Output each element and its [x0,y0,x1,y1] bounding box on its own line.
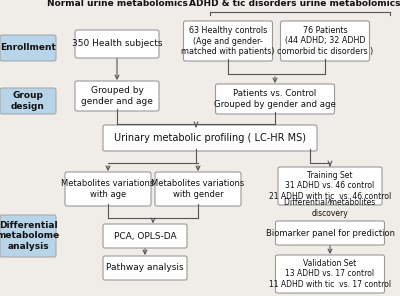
Text: Enrollment: Enrollment [0,44,56,52]
Text: 350 Health subjects: 350 Health subjects [72,39,162,49]
Text: Pathway analysis: Pathway analysis [106,263,184,273]
FancyBboxPatch shape [103,125,317,151]
Text: Metabolites variations
with gender: Metabolites variations with gender [151,179,245,199]
Text: Differential metabolites
discovery: Differential metabolites discovery [284,198,376,218]
FancyBboxPatch shape [75,30,159,58]
FancyBboxPatch shape [0,88,56,114]
Text: 63 Healthy controls
(Age and gender-
matched with patients): 63 Healthy controls (Age and gender- mat… [181,26,275,56]
Text: PCA, OPLS-DA: PCA, OPLS-DA [114,231,176,240]
Text: Validation Set
13 ADHD vs. 17 control
11 ADHD with tic  vs. 17 control: Validation Set 13 ADHD vs. 17 control 11… [269,259,391,289]
FancyBboxPatch shape [184,21,272,61]
Text: Group
design: Group design [11,91,45,111]
Text: ADHD & tic disorders urine metabolomics: ADHD & tic disorders urine metabolomics [189,0,400,8]
Text: Biomarker panel for prediction: Biomarker panel for prediction [266,229,394,237]
FancyBboxPatch shape [65,172,151,206]
Text: 76 Patients
(44 ADHD; 32 ADHD
comorbid tic disorders ): 76 Patients (44 ADHD; 32 ADHD comorbid t… [277,26,373,56]
Text: Training Set
31 ADHD vs. 46 control
21 ADHD with tic  vs. 46 control: Training Set 31 ADHD vs. 46 control 21 A… [269,171,391,201]
FancyBboxPatch shape [0,35,56,61]
Text: Urinary metabolic profiling ( LC-HR MS): Urinary metabolic profiling ( LC-HR MS) [114,133,306,143]
FancyBboxPatch shape [103,224,187,248]
FancyBboxPatch shape [278,167,382,205]
FancyBboxPatch shape [155,172,241,206]
Text: Metabolites variations
with age: Metabolites variations with age [61,179,155,199]
FancyBboxPatch shape [0,215,56,257]
Text: Patients vs. Control
Grouped by gender and age: Patients vs. Control Grouped by gender a… [214,89,336,109]
FancyBboxPatch shape [276,221,384,245]
FancyBboxPatch shape [103,256,187,280]
Text: Normal urine metabolomics: Normal urine metabolomics [46,0,188,8]
Text: Differential
metabolome
analysis: Differential metabolome analysis [0,221,60,251]
FancyBboxPatch shape [280,21,370,61]
FancyBboxPatch shape [276,255,384,293]
FancyBboxPatch shape [216,84,334,114]
Text: Grouped by
gender and age: Grouped by gender and age [81,86,153,106]
FancyBboxPatch shape [75,81,159,111]
